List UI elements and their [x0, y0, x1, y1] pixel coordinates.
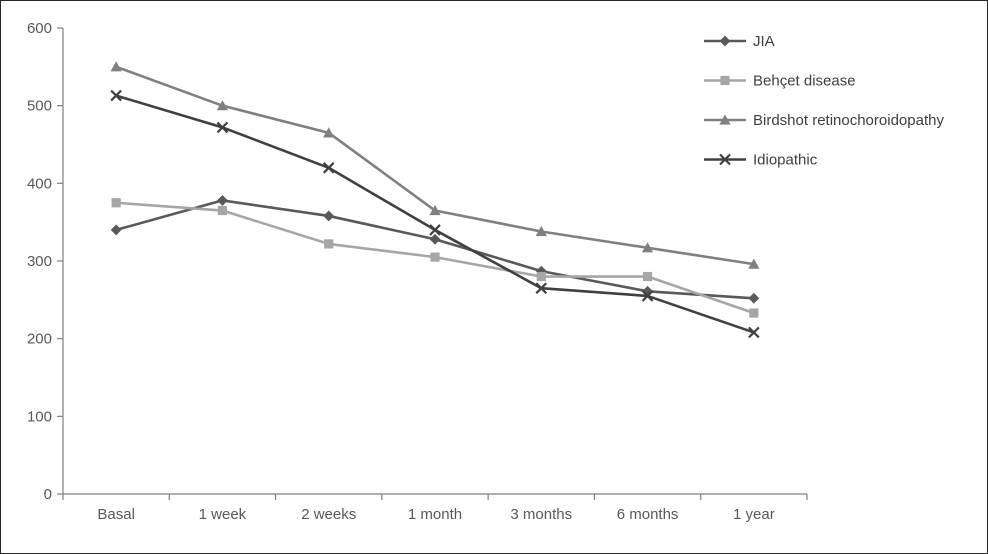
x-axis-category-label: 1 year	[733, 506, 775, 523]
triangle-marker	[323, 127, 335, 138]
x-axis-category-label: Basal	[97, 506, 135, 523]
x-axis-category-label: 2 weeks	[301, 506, 356, 523]
diamond-marker	[323, 210, 335, 222]
legend-item-jia	[704, 35, 746, 47]
diamond-marker	[110, 224, 122, 236]
series-idiopathic	[110, 89, 760, 339]
diamond-marker	[429, 233, 441, 245]
legend-item-beh-et-disease	[704, 75, 746, 86]
square-marker	[749, 308, 759, 318]
y-axis-tick-label: 200	[27, 331, 52, 348]
y-axis-tick-label: 500	[27, 98, 52, 115]
x-marker	[535, 282, 548, 294]
y-axis-tick-label: 0	[44, 486, 52, 503]
x-marker	[748, 326, 760, 339]
x-axis-category-label: 1 week	[199, 506, 247, 523]
legend-label: Birdshot retinochoroidopathy	[753, 112, 944, 129]
legend-label: JIA	[753, 33, 775, 50]
x-marker	[110, 89, 122, 102]
y-axis-tick-label: 100	[27, 408, 52, 425]
x-marker	[429, 224, 441, 236]
series-birdshot-retinochoroidopathy	[110, 61, 760, 269]
diamond-marker	[719, 35, 731, 47]
x-axis-category-label: 3 months	[510, 506, 572, 523]
diamond-marker	[217, 195, 228, 206]
x-marker	[322, 162, 335, 174]
x-marker	[216, 121, 229, 134]
legend-item-idiopathic	[704, 153, 746, 166]
x-marker	[719, 153, 731, 166]
y-axis-tick-label: 300	[27, 253, 52, 270]
legend-label: Behçet disease	[753, 73, 856, 90]
square-marker	[111, 198, 121, 208]
x-axis-category-label: 1 month	[408, 506, 462, 523]
square-marker	[536, 271, 546, 282]
diamond-marker	[748, 292, 760, 304]
series-beh-et-disease	[111, 198, 759, 318]
triangle-marker	[748, 258, 760, 269]
square-marker	[217, 205, 228, 216]
triangle-marker	[535, 225, 547, 237]
legend-item-birdshot-retinochoroidopathy	[704, 114, 746, 125]
y-axis-tick-label: 400	[27, 175, 52, 192]
square-marker	[642, 271, 653, 282]
square-marker	[720, 75, 730, 86]
square-marker	[430, 252, 440, 262]
triangle-marker	[216, 100, 229, 111]
triangle-marker	[110, 61, 122, 72]
legend-label: Idiopathic	[753, 152, 818, 169]
triangle-marker	[429, 204, 441, 216]
y-axis-tick-label: 600	[27, 20, 52, 37]
x-axis-category-label: 6 months	[617, 506, 679, 523]
x-marker	[641, 290, 654, 302]
triangle-marker	[641, 242, 654, 253]
square-marker	[324, 239, 334, 249]
triangle-marker	[719, 114, 731, 125]
